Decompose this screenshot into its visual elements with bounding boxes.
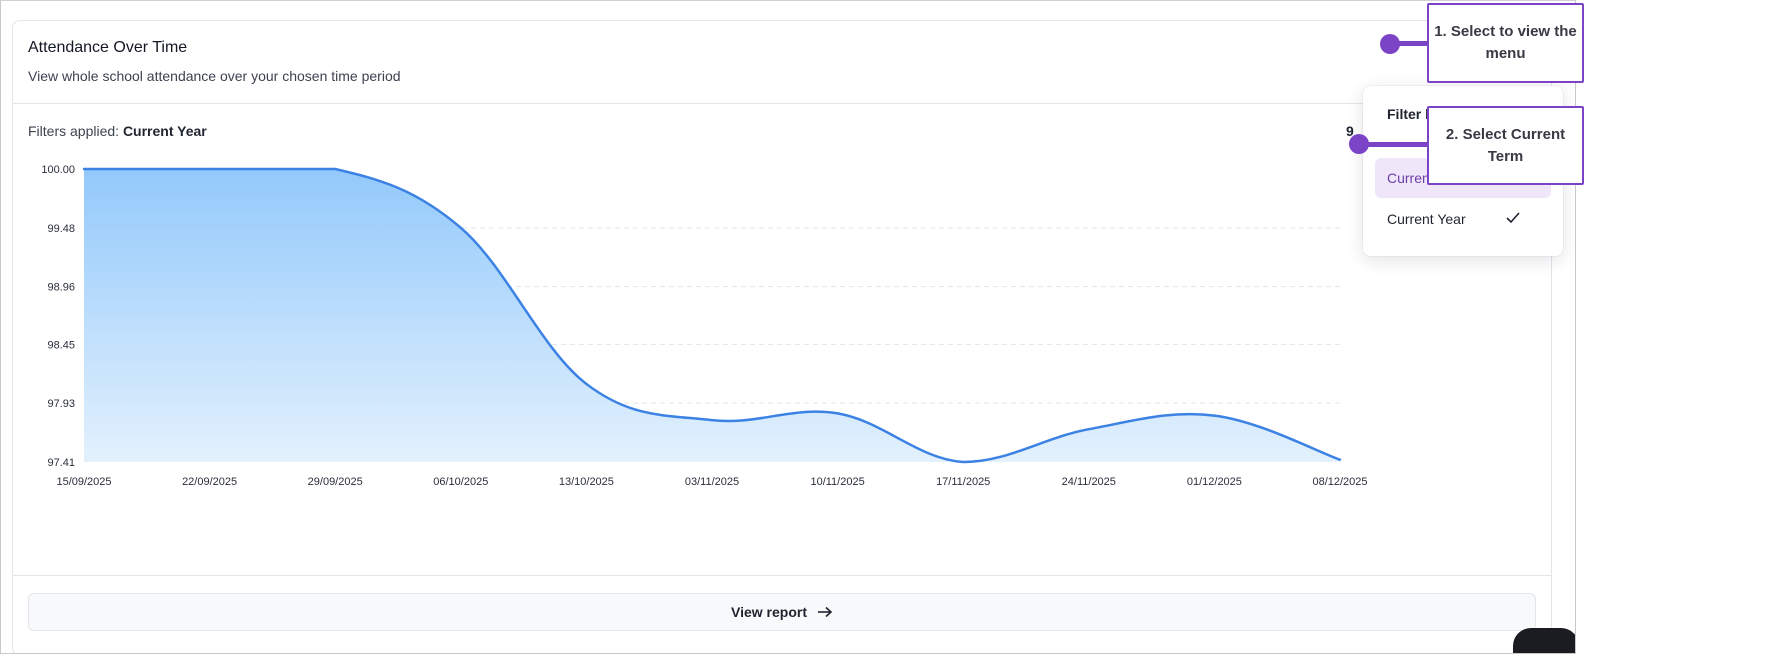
hidden-stat-value: 9	[1346, 123, 1354, 139]
card-subtitle: View whole school attendance over your c…	[28, 68, 401, 84]
x-tick-label: 24/11/2025	[1062, 476, 1116, 488]
data-point	[1087, 427, 1091, 431]
callout-connector-2	[1360, 142, 1427, 147]
attendance-chart: 100.00 99.48 98.96 98.45 97.93 97.41 15/09/202…	[41, 164, 1367, 488]
x-tick-label: 10/11/2025	[810, 476, 864, 488]
filters-applied-value: Current Year	[122, 123, 207, 139]
x-tick-label: 01/12/2025	[1187, 476, 1242, 488]
data-point	[962, 460, 965, 464]
x-tick-label: 22/09/2025	[182, 476, 237, 488]
callout-dot-2	[1349, 134, 1369, 154]
check-icon	[1506, 212, 1520, 224]
callout-connector-1	[1390, 41, 1427, 46]
menu-item-current-year[interactable]: Current Year	[1375, 199, 1551, 239]
view-report-label: View report	[731, 604, 807, 620]
callout-step-1: 1. Select to view the menu	[1427, 3, 1584, 83]
attendance-line	[84, 167, 1341, 464]
x-tick-label: 08/12/2025	[1312, 476, 1367, 488]
y-tick-label: 99.48	[47, 223, 75, 235]
header-divider	[13, 103, 1551, 104]
menu-item-label: Current Year	[1387, 211, 1466, 227]
y-tick-label: 97.93	[47, 398, 75, 410]
y-tick-label: 100.00	[41, 164, 75, 176]
callout-step-1-text: 1. Select to view the menu	[1434, 23, 1577, 62]
data-point	[1213, 414, 1216, 417]
attendance-area	[84, 169, 1340, 462]
data-point	[710, 418, 714, 422]
chat-widget-button[interactable]	[1513, 628, 1575, 653]
callout-step-2: 2. Select Current Term	[1427, 106, 1584, 185]
data-point	[459, 226, 462, 230]
data-point	[585, 382, 588, 386]
data-point	[334, 167, 337, 171]
x-tick-label: 13/10/2025	[559, 476, 614, 488]
card-title: Attendance Over Time	[28, 39, 188, 56]
y-tick-label: 98.45	[47, 339, 75, 351]
data-point	[208, 167, 211, 171]
attendance-card: Attendance Over Time View whole school a…	[12, 20, 1563, 653]
filters-applied: Filters applied: Current Year	[28, 123, 207, 139]
data-point	[1338, 458, 1342, 461]
arrow-right-icon	[818, 606, 833, 618]
x-tick-label: 29/09/2025	[308, 476, 363, 488]
y-tick-label: 97.41	[47, 457, 75, 469]
footer-divider	[13, 575, 1551, 576]
x-tick-label: 06/10/2025	[433, 476, 488, 488]
filters-applied-label: Filters applied:	[28, 123, 120, 139]
y-tick-label: 98.96	[47, 282, 75, 294]
data-point	[82, 167, 86, 171]
callout-dot-1	[1380, 34, 1400, 54]
callout-step-2-text: 2. Select Current Term	[1445, 125, 1566, 165]
screenshot-frame: Attendance Over Time View whole school a…	[0, 0, 1576, 654]
x-tick-label: 17/11/2025	[936, 476, 990, 488]
view-report-button[interactable]: View report	[28, 593, 1536, 631]
x-tick-label: 03/11/2025	[685, 476, 739, 488]
data-point	[836, 412, 839, 415]
x-tick-label: 15/09/2025	[56, 476, 111, 488]
